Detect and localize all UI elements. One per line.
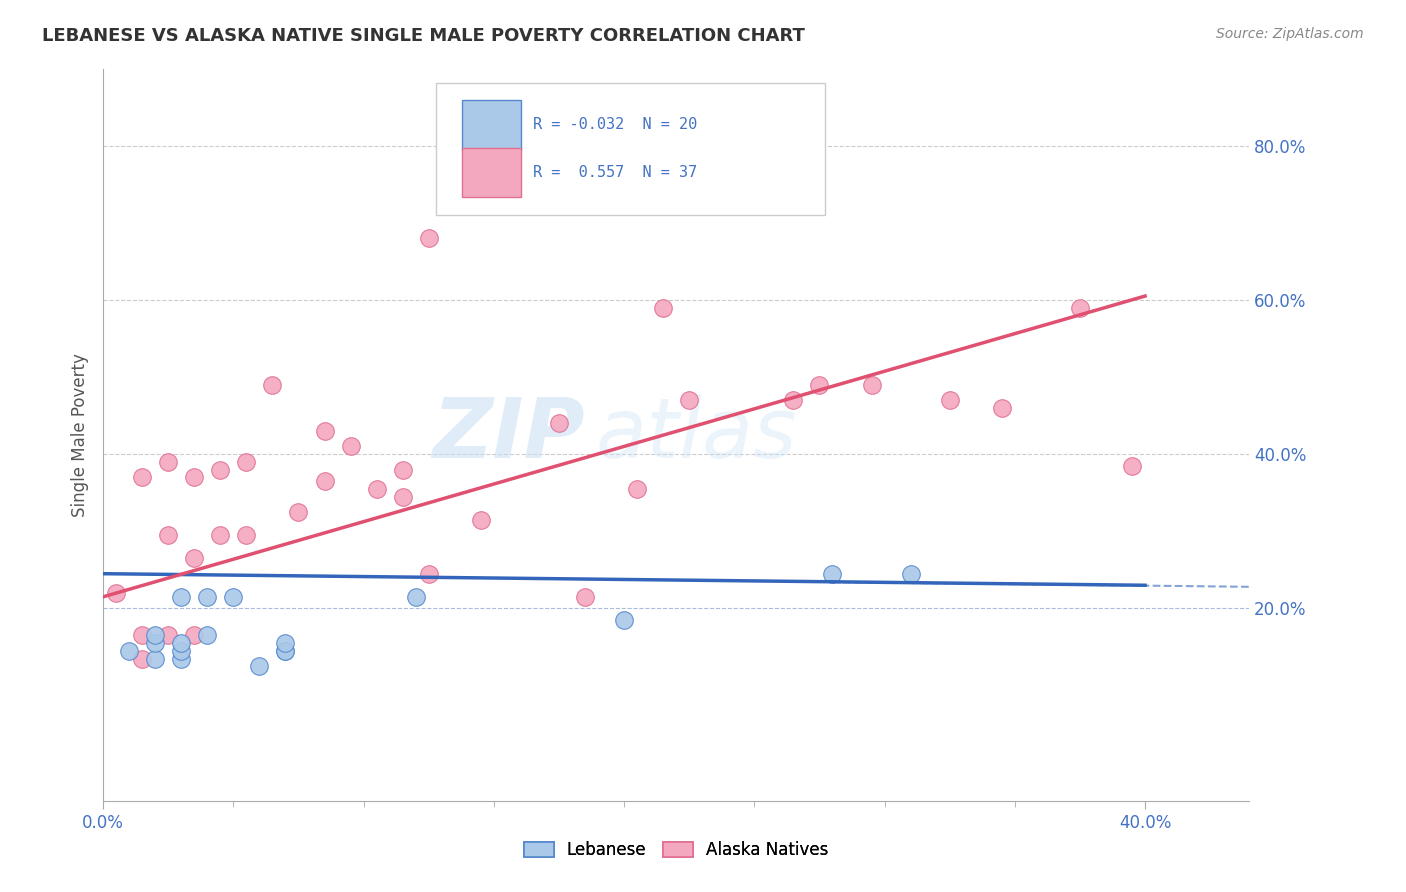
Point [143, 651, 166, 665]
Point [418, 566, 440, 581]
Point [157, 528, 180, 542]
Point [195, 590, 218, 604]
Point [991, 401, 1014, 415]
Point [821, 566, 844, 581]
Point [314, 474, 336, 488]
Point [183, 551, 205, 566]
Text: R =  0.557  N = 37: R = 0.557 N = 37 [533, 165, 697, 180]
Point [470, 513, 492, 527]
Point [143, 628, 166, 642]
Point [183, 628, 205, 642]
Point [678, 393, 700, 408]
Point [574, 590, 596, 604]
Y-axis label: Single Male Poverty: Single Male Poverty [72, 353, 89, 516]
Point [131, 651, 153, 665]
Point [548, 417, 571, 431]
Point [1069, 301, 1091, 315]
Point [405, 590, 427, 604]
Point [626, 482, 648, 496]
Point [274, 644, 297, 658]
Point [274, 636, 297, 650]
Point [366, 482, 388, 496]
Point [287, 505, 309, 519]
Point [183, 470, 205, 484]
Text: ZIP: ZIP [432, 394, 585, 475]
Point [262, 377, 284, 392]
Point [105, 586, 128, 600]
Point [170, 636, 193, 650]
Point [860, 377, 883, 392]
Point [157, 455, 180, 469]
Point [782, 393, 804, 408]
FancyBboxPatch shape [463, 100, 522, 150]
Point [391, 490, 413, 504]
Point [195, 628, 218, 642]
Point [274, 644, 297, 658]
Point [131, 470, 153, 484]
Point [157, 628, 180, 642]
Point [613, 613, 636, 627]
Point [339, 439, 361, 453]
Point [235, 455, 257, 469]
Point [808, 377, 831, 392]
Point [170, 590, 193, 604]
Point [170, 651, 193, 665]
Text: Source: ZipAtlas.com: Source: ZipAtlas.com [1216, 27, 1364, 41]
Text: R = -0.032  N = 20: R = -0.032 N = 20 [533, 118, 697, 132]
Point [222, 590, 245, 604]
Point [143, 636, 166, 650]
Point [118, 644, 141, 658]
Point [209, 528, 232, 542]
Point [717, 188, 740, 202]
Point [391, 462, 413, 476]
Point [131, 628, 153, 642]
FancyBboxPatch shape [436, 83, 825, 215]
Point [170, 644, 193, 658]
Point [1121, 458, 1143, 473]
Point [652, 301, 675, 315]
Point [249, 659, 271, 673]
Point [314, 424, 336, 438]
Point [209, 462, 232, 476]
Point [235, 528, 257, 542]
Text: LEBANESE VS ALASKA NATIVE SINGLE MALE POVERTY CORRELATION CHART: LEBANESE VS ALASKA NATIVE SINGLE MALE PO… [42, 27, 806, 45]
Legend: Lebanese, Alaska Natives: Lebanese, Alaska Natives [523, 841, 830, 859]
FancyBboxPatch shape [463, 148, 522, 197]
Text: atlas: atlas [596, 394, 797, 475]
Point [938, 393, 960, 408]
Point [900, 566, 922, 581]
Point [418, 231, 440, 245]
